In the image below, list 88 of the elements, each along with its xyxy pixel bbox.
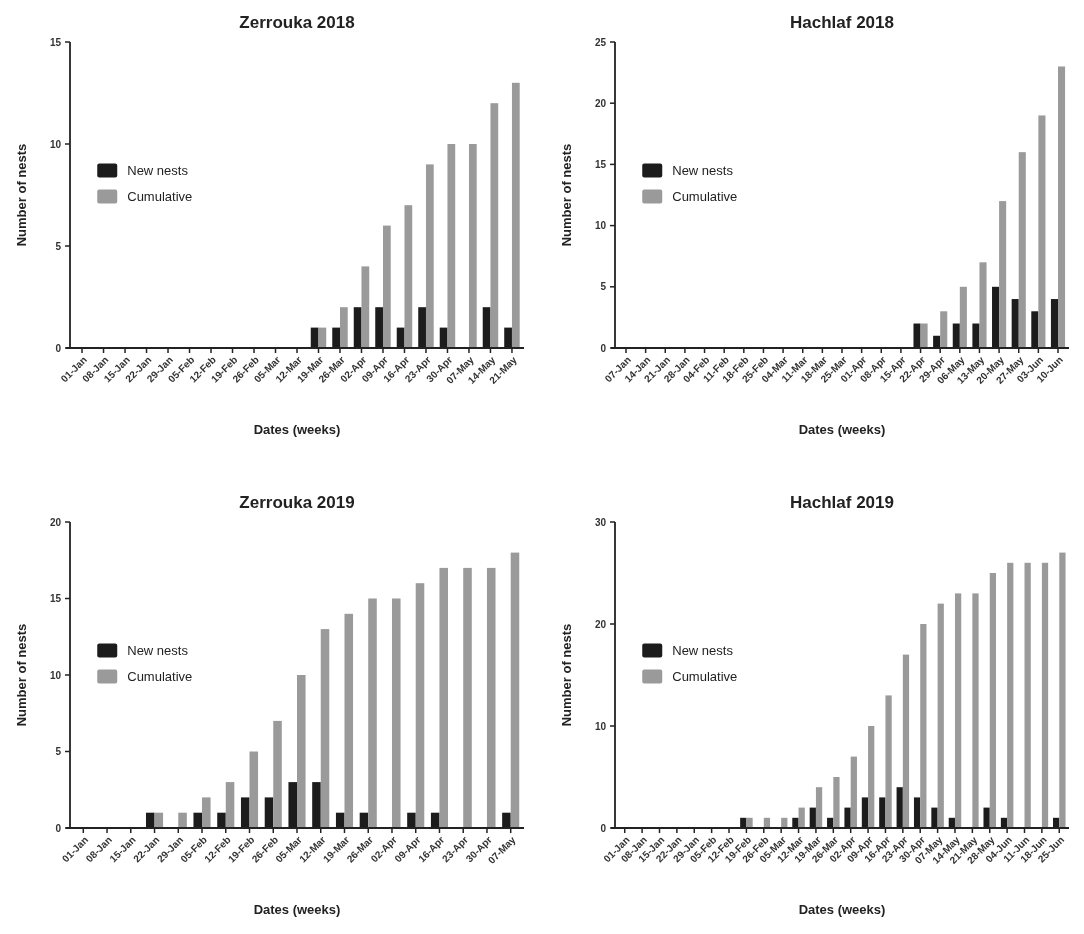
y-tick-label: 20 <box>594 618 607 630</box>
bar <box>959 286 967 348</box>
y-tick-label: 15 <box>594 158 607 170</box>
legend-label: New nests <box>127 643 189 659</box>
bar <box>940 311 948 348</box>
y-tick-label: 15 <box>49 593 62 604</box>
bar <box>511 82 520 348</box>
y-tick-label: 0 <box>600 822 607 834</box>
legend-label: Cumulative <box>127 669 193 685</box>
bar <box>885 695 892 828</box>
y-tick-label: 0 <box>55 822 62 834</box>
bar <box>297 675 306 828</box>
y-tick-label: 0 <box>600 342 607 354</box>
bar <box>920 624 927 828</box>
y-tick-label: 20 <box>594 97 607 109</box>
bar <box>368 598 377 828</box>
bar <box>999 201 1007 348</box>
bar <box>902 654 910 828</box>
x-axis-title: Dates (weeks) <box>798 422 886 437</box>
bar <box>1007 562 1014 828</box>
y-tick-label: 5 <box>55 240 62 252</box>
chart-title: Hachlaf 2019 <box>790 493 894 512</box>
bar <box>833 777 840 828</box>
bar <box>746 817 753 828</box>
bar <box>415 583 425 828</box>
y-tick-label: 25 <box>594 36 607 48</box>
y-axis-title: Number of nests <box>14 143 29 247</box>
bar <box>447 144 456 348</box>
bar <box>1024 562 1031 828</box>
bar <box>318 327 327 348</box>
y-tick-label: 30 <box>594 516 607 528</box>
bar <box>1041 562 1049 828</box>
bar <box>979 262 987 348</box>
legend-label: New nests <box>672 643 734 659</box>
y-tick-label: 5 <box>600 281 607 293</box>
y-tick-label: 10 <box>49 669 62 681</box>
bar <box>178 812 187 828</box>
bar <box>382 225 391 348</box>
bar <box>339 307 348 348</box>
legend-label: Cumulative <box>672 189 738 205</box>
y-axis-title: Number of nests <box>559 143 574 247</box>
y-tick-label: 20 <box>49 516 62 528</box>
bar <box>972 593 979 828</box>
chart-title: Hachlaf 2018 <box>790 13 894 32</box>
bar <box>1058 66 1066 348</box>
y-tick-label: 15 <box>49 36 62 48</box>
bar <box>920 323 928 348</box>
bar <box>510 552 520 828</box>
bar <box>989 573 996 828</box>
legend-label: New nests <box>127 163 189 179</box>
bar <box>344 613 354 828</box>
x-axis-title: Dates (weeks) <box>798 902 886 917</box>
chart-title: Zerrouka 2018 <box>239 13 355 32</box>
bar <box>815 787 823 828</box>
bar <box>868 726 875 828</box>
y-tick-label: 10 <box>49 138 62 150</box>
bar <box>937 603 944 828</box>
bar <box>439 567 449 828</box>
bar <box>850 756 857 828</box>
bar <box>273 720 282 828</box>
legend-label: Cumulative <box>672 669 738 685</box>
y-tick-label: 0 <box>55 342 62 354</box>
bar <box>954 593 962 828</box>
y-tick-label: 10 <box>594 220 607 232</box>
chart-title: Zerrouka 2019 <box>239 493 355 512</box>
x-axis-title: Dates (weeks) <box>253 902 341 917</box>
bar <box>361 266 370 348</box>
bar <box>1059 552 1066 828</box>
bar <box>490 103 499 348</box>
bar <box>404 205 413 348</box>
bar <box>320 629 330 828</box>
y-axis-title: Number of nests <box>14 623 29 727</box>
x-axis-title: Dates (weeks) <box>253 422 341 437</box>
bar <box>425 164 434 348</box>
bar <box>486 567 496 828</box>
bar <box>1018 152 1026 348</box>
bar <box>391 598 401 828</box>
legend-label: New nests <box>672 163 734 179</box>
y-tick-label: 10 <box>594 720 607 732</box>
bar <box>1038 115 1046 348</box>
bar <box>249 751 259 828</box>
bar <box>225 782 235 828</box>
legend-label: Cumulative <box>127 189 193 205</box>
bar <box>463 567 472 828</box>
bar <box>468 144 477 348</box>
y-tick-label: 5 <box>55 746 62 757</box>
bar <box>202 797 211 828</box>
y-axis-title: Number of nests <box>559 623 574 727</box>
